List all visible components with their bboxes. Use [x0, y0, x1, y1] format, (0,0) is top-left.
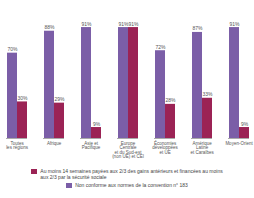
svg-text:Économiesdéveloppéeset UE: Économiesdéveloppéeset UE — [152, 140, 178, 155]
svg-text:88%: 88% — [44, 24, 55, 30]
svg-text:Toutesles régions: Toutesles régions — [6, 141, 29, 151]
svg-text:28%: 28% — [165, 97, 176, 103]
svg-text:91%: 91% — [81, 21, 92, 27]
html-text:Au moins 14 semaines payées au: Au moins 14 semaines payées aux 2/3 des … — [40, 168, 223, 180]
svg-text:91%: 91% — [229, 21, 240, 27]
svg-text:Afrique: Afrique — [47, 141, 62, 146]
svg-text:33%: 33% — [202, 91, 213, 97]
svg-text:91%: 91% — [118, 21, 129, 27]
svg-text:30%: 30% — [17, 95, 28, 101]
svg-text:AmériqueLatineet Caraïbes: AmériqueLatineet Caraïbes — [190, 141, 214, 155]
svg-text:29%: 29% — [54, 96, 65, 102]
svg-text:9%: 9% — [241, 121, 249, 127]
svg-text:9%: 9% — [93, 121, 101, 127]
svg-text:70%: 70% — [7, 46, 18, 52]
svg-text:Moyen-Orient: Moyen-Orient — [225, 141, 253, 146]
svg-text:Asie etPacifique: Asie etPacifique — [82, 141, 101, 151]
svg-text:91%: 91% — [128, 21, 139, 27]
svg-text:EuropeCentraleet du Sud-est(no: EuropeCentraleet du Sud-est(non UE) et C… — [112, 141, 144, 160]
svg-text:72%: 72% — [155, 44, 166, 50]
html-text:Non conforme aux normes de la: Non conforme aux normes de la convention… — [75, 182, 188, 188]
svg-text:87%: 87% — [192, 25, 203, 31]
